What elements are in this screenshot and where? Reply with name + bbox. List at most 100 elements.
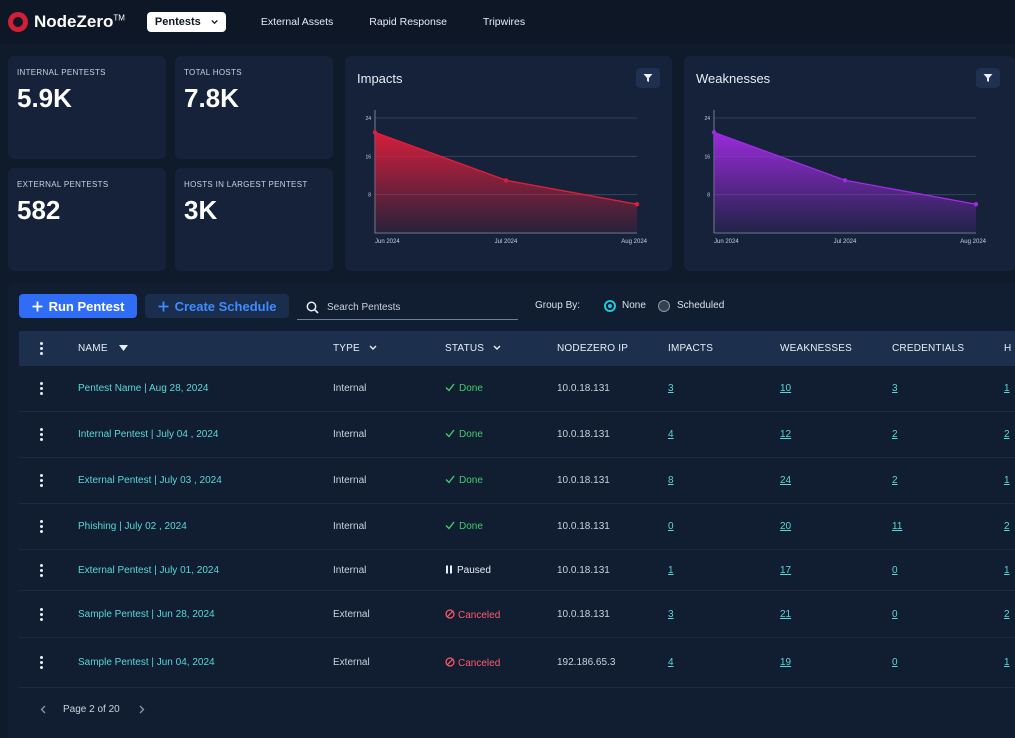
row-kebab-menu-icon[interactable] bbox=[40, 428, 43, 443]
weaknesses-link[interactable]: 21 bbox=[780, 609, 792, 620]
pentests-dropdown[interactable]: Pentests bbox=[146, 12, 226, 32]
data-point[interactable] bbox=[842, 178, 848, 183]
column-header-credentials[interactable]: CREDENTIALS bbox=[892, 343, 965, 354]
impacts-filter-button[interactable] bbox=[636, 68, 660, 88]
pentest-name-link[interactable]: Pentest Name | Aug 28, 2024 bbox=[78, 383, 209, 394]
impacts-link[interactable]: 3 bbox=[668, 383, 674, 394]
weaknesses-chart-card: Weaknesses 24 16 8 Jun 2024 Jul 2024 Aug 2024 bbox=[684, 56, 1015, 271]
data-point[interactable] bbox=[503, 178, 509, 183]
table-row[interactable]: Sample Pentest | Jun 04, 2024 External 192… bbox=[19, 638, 1015, 688]
data-point[interactable] bbox=[372, 130, 378, 135]
row-kebab-menu-icon[interactable] bbox=[40, 656, 43, 671]
column-header-type[interactable]: TYPE bbox=[333, 343, 377, 354]
hosts-link[interactable]: 2 bbox=[1004, 609, 1010, 620]
pentest-name-link[interactable]: Sample Pentest | Jun 28, 2024 bbox=[78, 609, 215, 620]
nodezero-ip: 10.0.18.131 bbox=[557, 383, 610, 394]
data-point[interactable] bbox=[634, 202, 640, 207]
hosts-link[interactable]: 2 bbox=[1004, 429, 1010, 440]
credentials-link[interactable]: 0 bbox=[892, 609, 898, 620]
table-row[interactable]: Phishing | July 02 , 2024 Internal 10.0.18… bbox=[19, 504, 1015, 550]
nav-external-assets[interactable]: External Assets bbox=[260, 16, 334, 28]
hosts-link[interactable]: 1 bbox=[1004, 383, 1010, 394]
weaknesses-link[interactable]: 12 bbox=[780, 429, 792, 440]
column-header-status[interactable]: STATUS bbox=[445, 343, 501, 354]
credentials-link[interactable]: 0 bbox=[892, 657, 898, 668]
search-placeholder: Search Pentests bbox=[327, 302, 401, 313]
table-row[interactable]: External Pentest | July 01, 2024 Internal… bbox=[19, 550, 1015, 591]
column-header-name[interactable]: NAME bbox=[78, 343, 128, 354]
stat-card-total-hosts: TOTAL HOSTS 7.8K bbox=[175, 56, 333, 159]
chevron-left-icon[interactable] bbox=[40, 705, 46, 714]
table-row[interactable]: Internal Pentest | July 04 , 2024 Interna… bbox=[19, 412, 1015, 458]
weaknesses-link[interactable]: 20 bbox=[780, 521, 792, 532]
chevron-down-icon bbox=[211, 19, 218, 25]
series-area bbox=[714, 132, 976, 233]
weaknesses-filter-button[interactable] bbox=[976, 68, 1000, 88]
status-badge: Canceled bbox=[445, 609, 500, 621]
hosts-link[interactable]: 1 bbox=[1004, 565, 1010, 576]
impacts-link[interactable]: 3 bbox=[668, 609, 674, 620]
nodezero-ip: 10.0.18.131 bbox=[557, 521, 610, 532]
impacts-link[interactable]: 0 bbox=[668, 521, 674, 532]
search-input[interactable]: Search Pentests bbox=[297, 296, 518, 320]
row-kebab-menu-icon[interactable] bbox=[40, 474, 43, 489]
column-header-nodezero-ip[interactable]: NODEZERO IP bbox=[557, 343, 629, 354]
credentials-link[interactable]: 2 bbox=[892, 475, 898, 486]
credentials-link[interactable]: 11 bbox=[892, 521, 903, 532]
impacts-link[interactable]: 1 bbox=[668, 565, 674, 576]
impacts-link[interactable]: 8 bbox=[668, 475, 674, 486]
hosts-link[interactable]: 1 bbox=[1004, 475, 1010, 486]
data-point[interactable] bbox=[973, 202, 979, 207]
group-by-scheduled-radio[interactable] bbox=[658, 300, 670, 312]
nav-rapid-response[interactable]: Rapid Response bbox=[369, 16, 447, 28]
chevron-right-icon[interactable] bbox=[139, 705, 145, 714]
create-schedule-button[interactable]: Create Schedule bbox=[145, 294, 289, 318]
group-by-none-radio[interactable] bbox=[604, 300, 616, 312]
row-kebab-menu-icon[interactable] bbox=[40, 382, 43, 397]
column-header-weaknesses[interactable]: WEAKNESSES bbox=[780, 343, 853, 354]
app-name: NodeZero bbox=[34, 12, 114, 31]
impacts-link[interactable]: 4 bbox=[668, 429, 674, 440]
pentest-type: Internal bbox=[333, 565, 367, 576]
status-text: Canceled bbox=[458, 610, 501, 621]
nodezero-logo-icon bbox=[8, 12, 28, 32]
impacts-link[interactable]: 4 bbox=[668, 657, 674, 668]
y-tick-label: 24 bbox=[365, 116, 371, 122]
row-kebab-menu-icon[interactable] bbox=[40, 520, 43, 535]
app-logo[interactable]: NodeZeroTM bbox=[8, 12, 125, 32]
nav-tripwires[interactable]: Tripwires bbox=[482, 16, 526, 28]
credentials-link[interactable]: 0 bbox=[892, 565, 898, 576]
pentest-name-link[interactable]: Phishing | July 02 , 2024 bbox=[78, 521, 187, 532]
run-pentest-button[interactable]: Run Pentest bbox=[19, 294, 137, 318]
check-icon bbox=[445, 475, 455, 484]
header-kebab-menu-icon[interactable] bbox=[40, 342, 43, 357]
table-row[interactable]: Pentest Name | Aug 28, 2024 Internal 10.0.… bbox=[19, 366, 1015, 412]
hosts-link[interactable]: 2 bbox=[1004, 521, 1010, 532]
table-row[interactable]: Sample Pentest | Jun 28, 2024 External 10.… bbox=[19, 591, 1015, 638]
y-tick-label: 16 bbox=[704, 154, 710, 160]
table-row[interactable]: External Pentest | July 03 , 2024 Interna… bbox=[19, 458, 1015, 504]
credentials-link[interactable]: 2 bbox=[892, 429, 898, 440]
data-point[interactable] bbox=[711, 130, 717, 135]
weaknesses-link[interactable]: 17 bbox=[780, 565, 792, 576]
column-header-truncated[interactable]: H bbox=[1004, 343, 1012, 354]
group-by-scheduled-label: Scheduled bbox=[677, 300, 725, 311]
x-tick-label: Jul 2024 bbox=[495, 239, 518, 245]
column-header-impacts[interactable]: IMPACTS bbox=[668, 343, 714, 354]
weaknesses-link[interactable]: 10 bbox=[780, 383, 792, 394]
pentest-name-link[interactable]: External Pentest | July 03 , 2024 bbox=[78, 475, 222, 486]
hosts-link[interactable]: 1 bbox=[1004, 657, 1010, 668]
pentest-name-link[interactable]: Internal Pentest | July 04 , 2024 bbox=[78, 429, 219, 440]
weaknesses-link[interactable]: 24 bbox=[780, 475, 792, 486]
pentest-name-link[interactable]: Sample Pentest | Jun 04, 2024 bbox=[78, 657, 215, 668]
credentials-link[interactable]: 3 bbox=[892, 383, 898, 394]
stat-label: EXTERNAL PENTESTS bbox=[17, 180, 109, 189]
status-badge: Done bbox=[445, 383, 483, 394]
row-kebab-menu-icon[interactable] bbox=[40, 564, 43, 579]
pentest-name-link[interactable]: External Pentest | July 01, 2024 bbox=[78, 565, 220, 576]
status-badge: Done bbox=[445, 521, 483, 532]
weaknesses-link[interactable]: 19 bbox=[780, 657, 792, 668]
cancel-circle-icon bbox=[445, 609, 455, 619]
row-kebab-menu-icon[interactable] bbox=[40, 608, 43, 623]
check-icon bbox=[445, 521, 455, 530]
